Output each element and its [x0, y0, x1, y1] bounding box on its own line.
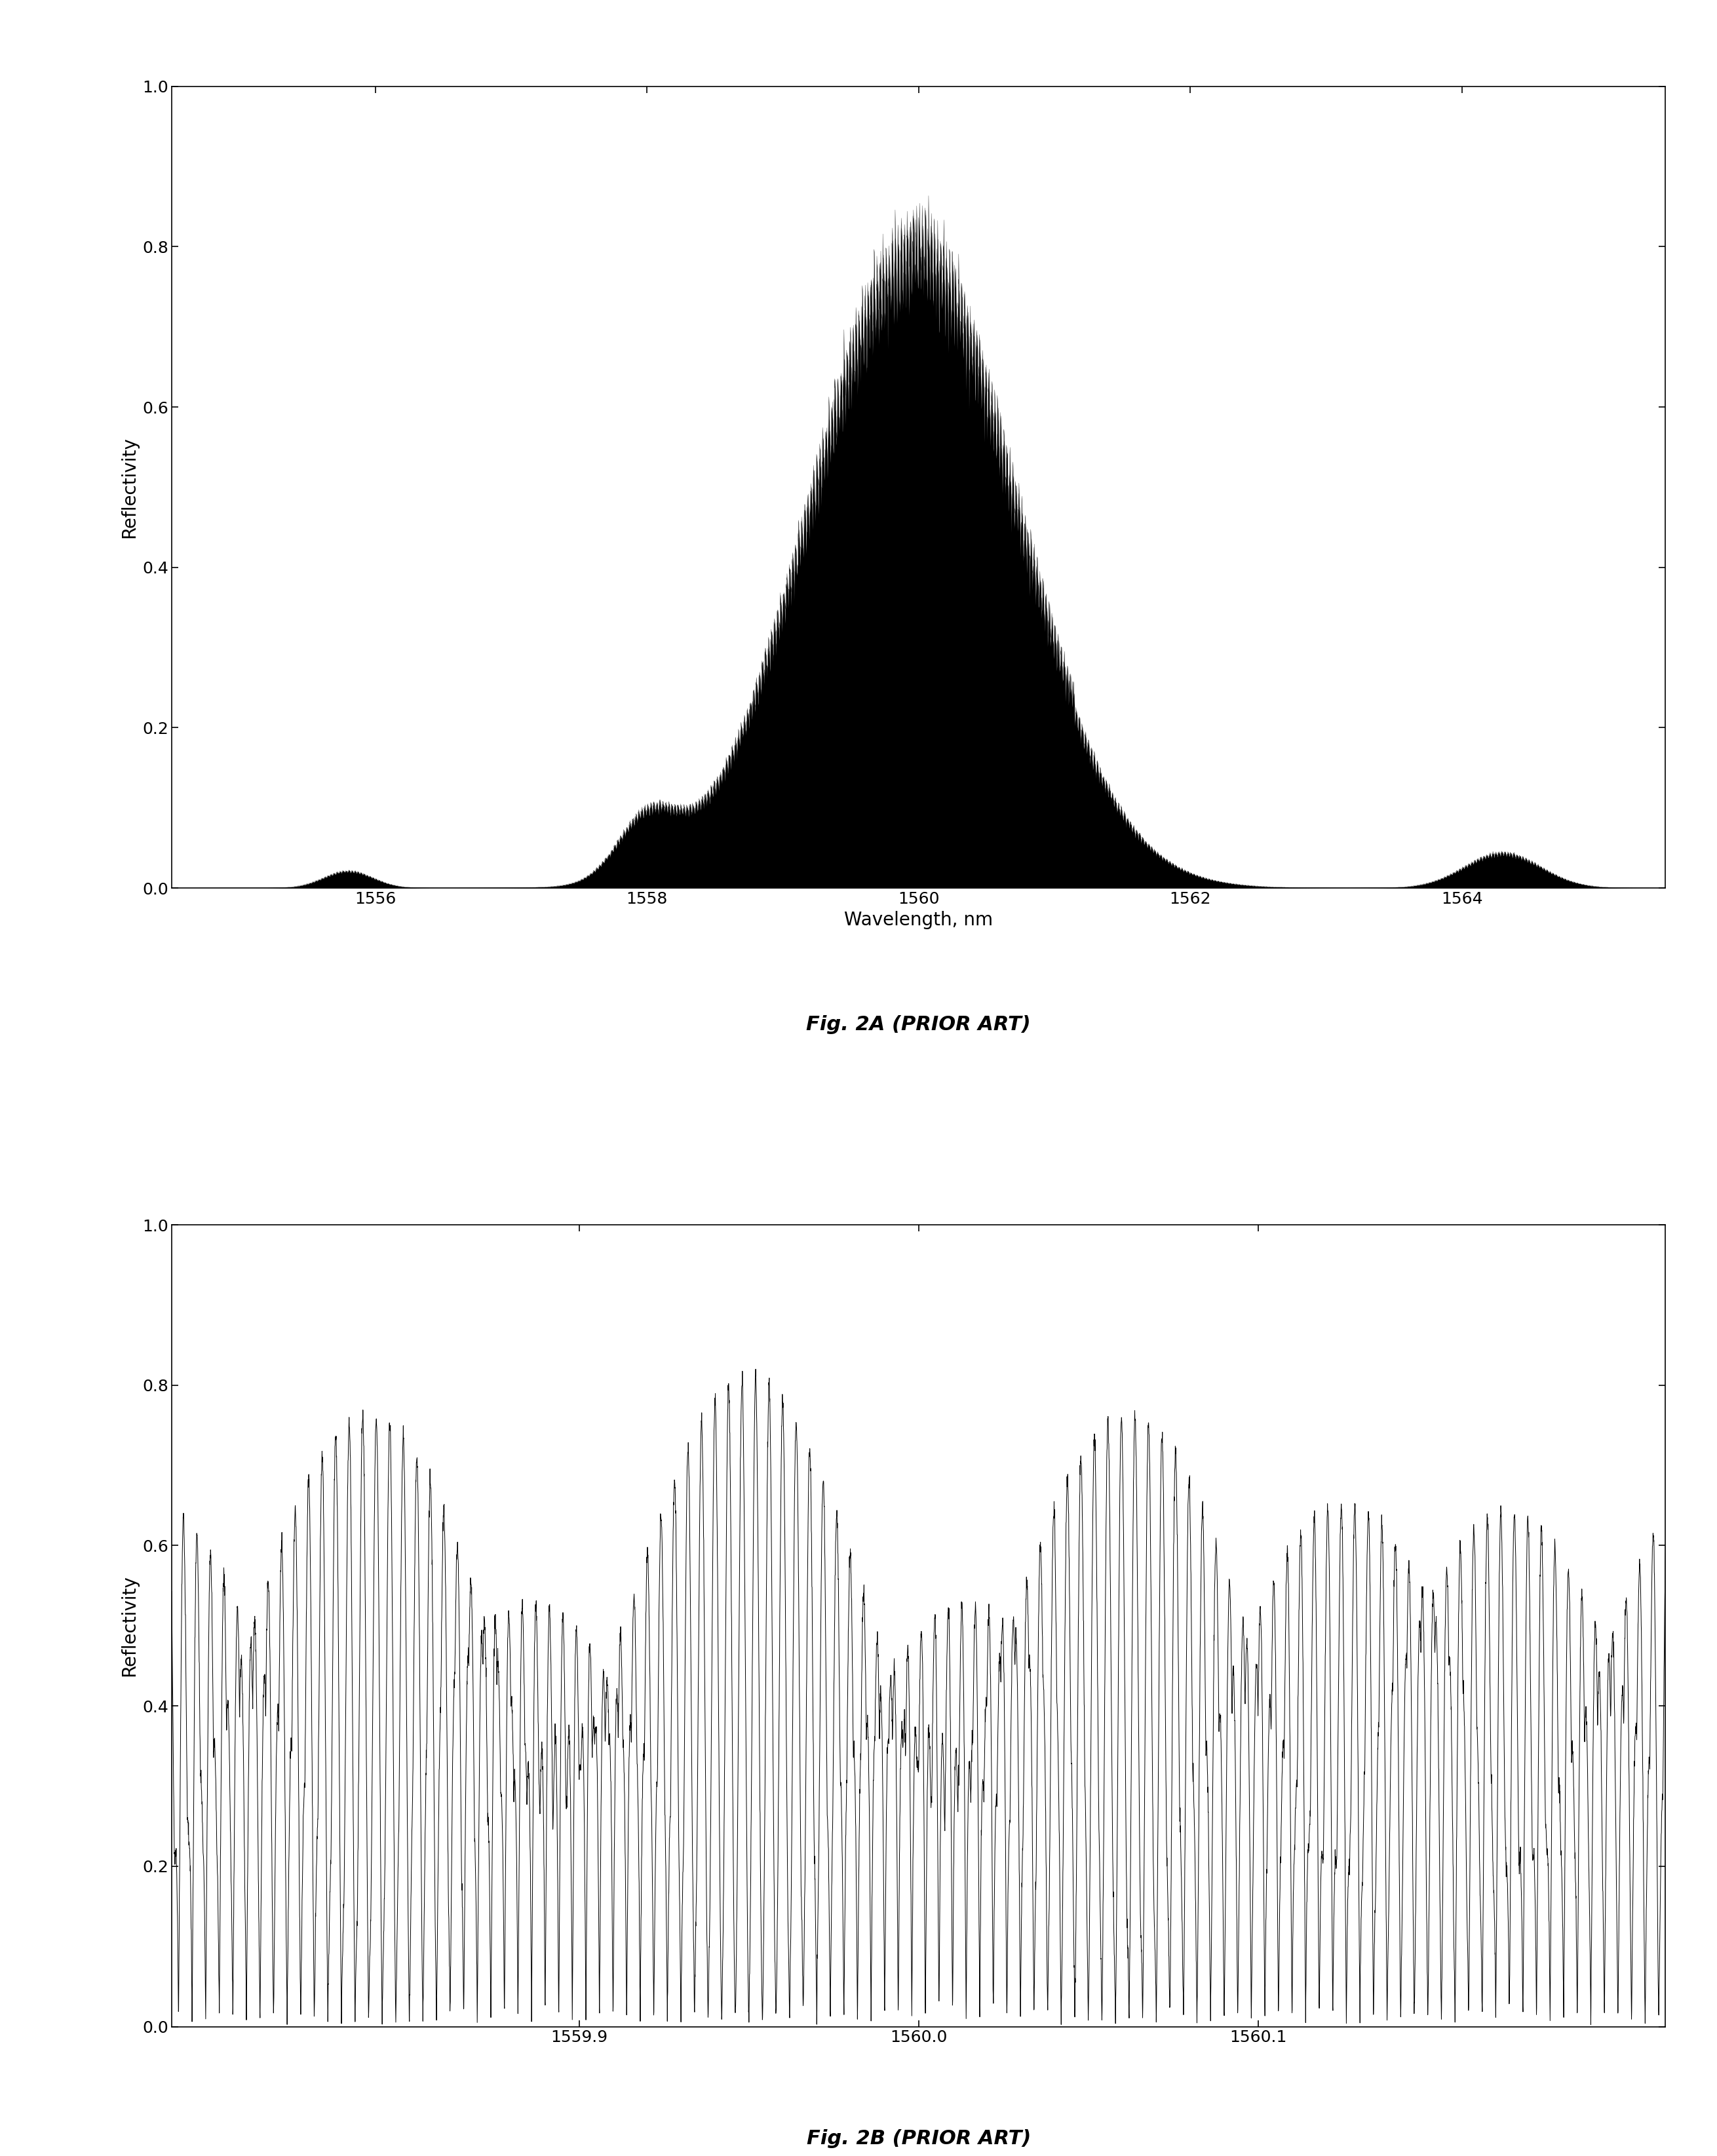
X-axis label: Wavelength, nm: Wavelength, nm	[845, 910, 992, 929]
Y-axis label: Reflectivity: Reflectivity	[120, 436, 139, 537]
Y-axis label: Reflectivity: Reflectivity	[120, 1576, 139, 1677]
Text: Fig. 2B (PRIOR ART): Fig. 2B (PRIOR ART)	[807, 2130, 1030, 2147]
Text: Fig. 2A (PRIOR ART): Fig. 2A (PRIOR ART)	[807, 1015, 1030, 1035]
